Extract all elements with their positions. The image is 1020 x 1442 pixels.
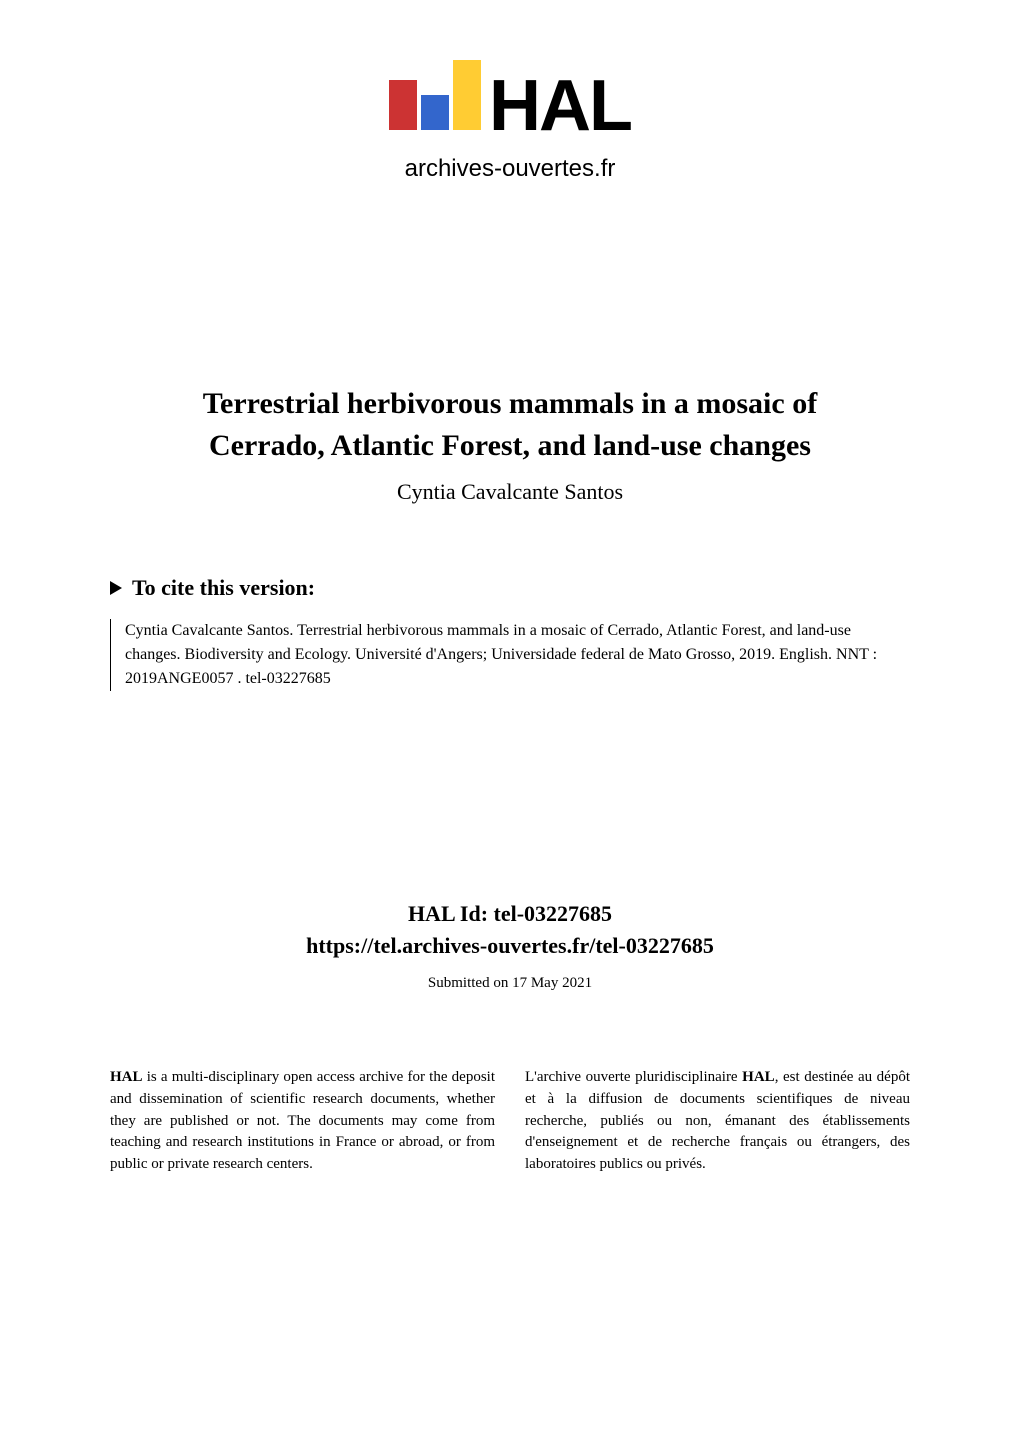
hal-url[interactable]: https://tel.archives-ouvertes.fr/tel-032… — [0, 933, 1020, 959]
citation-text: Cyntia Cavalcante Santos. Terrestrial he… — [110, 619, 910, 691]
logo-bar-yellow — [453, 60, 481, 130]
title-line2: Cerrado, Atlantic Forest, and land-use c… — [209, 429, 811, 462]
logo-bars — [389, 60, 481, 130]
footer-right: L'archive ouverte pluridisciplinaire HAL… — [525, 1067, 910, 1176]
title-line1: Terrestrial herbivorous mammals in a mos… — [203, 387, 817, 420]
hal-url-link[interactable]: https://tel.archives-ouvertes.fr/tel-032… — [306, 933, 714, 958]
cite-header-text: To cite this version: — [132, 575, 315, 601]
logo-section: HAL archives-ouvertes.fr — [0, 0, 1020, 223]
title-section: Terrestrial herbivorous mammals in a mos… — [0, 383, 1020, 505]
footer-columns: HAL is a multi-disciplinary open access … — [0, 1067, 1020, 1176]
footer-left: HAL is a multi-disciplinary open access … — [110, 1067, 495, 1176]
cite-section: To cite this version: Cyntia Cavalcante … — [0, 575, 1020, 691]
logo-text: HAL — [489, 66, 631, 146]
footer-left-bold: HAL — [110, 1069, 143, 1085]
submitted-date: Submitted on 17 May 2021 — [0, 975, 1020, 992]
paper-title: Terrestrial herbivorous mammals in a mos… — [100, 383, 920, 467]
logo-bar-red — [389, 80, 417, 130]
hal-logo: HAL archives-ouvertes.fr — [389, 60, 631, 183]
logo-bar-blue — [421, 95, 449, 130]
hal-wordmark: HAL — [389, 60, 631, 147]
hal-id-label: HAL Id: tel-03227685 — [0, 901, 1020, 927]
footer-right-bold: HAL — [742, 1069, 775, 1085]
hal-id-section: HAL Id: tel-03227685 https://tel.archive… — [0, 901, 1020, 992]
triangle-icon — [110, 581, 122, 595]
author-name: Cyntia Cavalcante Santos — [100, 479, 920, 505]
footer-right-text-pre: L'archive ouverte pluridisciplinaire — [525, 1069, 742, 1085]
footer-left-text: is a multi-disciplinary open access arch… — [110, 1069, 495, 1172]
logo-subtitle: archives-ouvertes.fr — [389, 155, 631, 183]
cite-header: To cite this version: — [110, 575, 910, 601]
